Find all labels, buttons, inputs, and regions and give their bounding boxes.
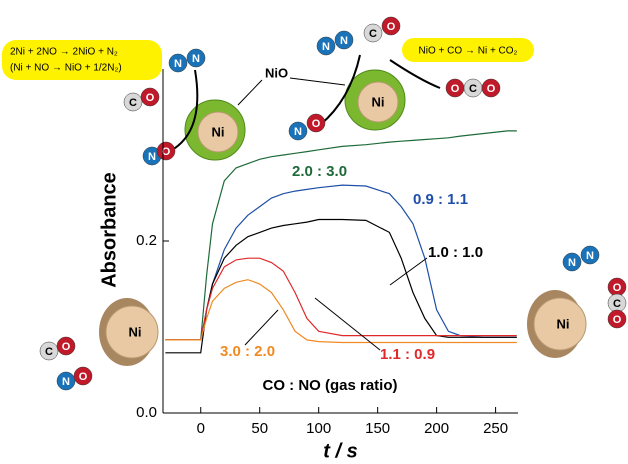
label-pointer <box>389 257 428 286</box>
y-tick-label: 0.0 <box>136 404 157 421</box>
pointer <box>289 77 346 86</box>
arrow <box>319 54 361 126</box>
atom-label: N <box>340 35 348 47</box>
ni-core <box>357 81 399 123</box>
ni-label: Ni <box>557 316 570 331</box>
y-tick-label: 0.2 <box>136 232 157 249</box>
atom-label: O <box>62 341 71 353</box>
atom-label: O <box>613 314 622 326</box>
atom-label: O <box>613 282 622 294</box>
nio-label: NiO <box>265 65 288 80</box>
atom <box>306 113 326 133</box>
atom-label: N <box>192 53 200 65</box>
atom-label: N <box>148 151 156 163</box>
ni-core <box>197 111 239 153</box>
arrow <box>389 59 441 89</box>
atom <box>73 366 93 386</box>
atom <box>316 36 336 56</box>
atom-label: C <box>129 97 137 109</box>
atom-label: O <box>387 21 396 33</box>
equation: 2Ni + 2NO → 2NiO + N₂ <box>10 47 118 58</box>
atom-label: O <box>79 371 88 383</box>
atom <box>288 121 308 141</box>
atom-label: O <box>312 118 321 130</box>
ni-label: Ni <box>129 324 142 339</box>
series-line <box>165 279 517 344</box>
arrow <box>171 69 199 151</box>
atom <box>39 341 59 361</box>
atom <box>56 371 76 391</box>
series-label: 0.9 : 1.1 <box>413 191 468 208</box>
series-line <box>165 184 517 341</box>
atom-label: N <box>294 126 302 138</box>
atom-label: C <box>613 298 621 310</box>
atom <box>56 336 76 356</box>
x-tick-label: 100 <box>306 420 331 437</box>
atom <box>334 30 354 50</box>
atom-label: C <box>469 83 477 95</box>
atom <box>381 16 401 36</box>
series-line <box>165 257 517 341</box>
atom-label: O <box>451 83 460 95</box>
atom-label: C <box>369 28 377 40</box>
atom <box>140 87 160 107</box>
atom <box>123 92 143 112</box>
series-label: 1.0 : 1.0 <box>428 244 483 261</box>
ni-label: Ni <box>372 94 385 109</box>
atom <box>168 53 188 73</box>
label-pointer <box>244 309 279 346</box>
x-tick-label: 50 <box>251 420 268 437</box>
ni-core <box>105 305 159 359</box>
ni-label: Ni <box>212 124 225 139</box>
atom-label: C <box>45 346 53 358</box>
annotation: CO : NO (gas ratio) <box>262 377 397 394</box>
atom-label: N <box>586 250 594 262</box>
atom-label: O <box>146 92 155 104</box>
x-tick-label: 200 <box>424 420 449 437</box>
atom <box>186 48 206 68</box>
equation-box <box>402 38 534 62</box>
series-label: 1.1 : 0.9 <box>380 346 435 363</box>
atom-label: N <box>568 257 576 269</box>
equation: NiO + CO → Ni + CO₂ <box>419 46 518 57</box>
atom <box>580 245 600 265</box>
series-label: 2.0 : 3.0 <box>292 163 347 180</box>
equation: (Ni + NO → NiO + 1/2N₂) <box>10 63 122 74</box>
atom-label: N <box>62 376 70 388</box>
atom <box>156 141 176 161</box>
label-pointer <box>314 297 381 351</box>
ni-core <box>533 297 587 351</box>
atom <box>363 23 383 43</box>
x-tick-label: 250 <box>483 420 508 437</box>
x-tick-label: 0 <box>197 420 205 437</box>
equation-box <box>2 40 162 80</box>
atom <box>562 252 582 272</box>
y-axis-label: Absorbance <box>98 172 120 288</box>
pointer <box>237 79 263 106</box>
atom-label: N <box>174 58 182 70</box>
x-tick-label: 150 <box>365 420 390 437</box>
series-line <box>165 218 517 354</box>
series-label: 3.0 : 2.0 <box>220 343 275 360</box>
atom <box>607 309 627 329</box>
x-axis-label: t / s <box>323 440 357 462</box>
atom-label: O <box>162 146 171 158</box>
atom-label: O <box>487 83 496 95</box>
atom <box>481 78 501 98</box>
atom-label: N <box>322 41 330 53</box>
series-line <box>165 130 517 341</box>
